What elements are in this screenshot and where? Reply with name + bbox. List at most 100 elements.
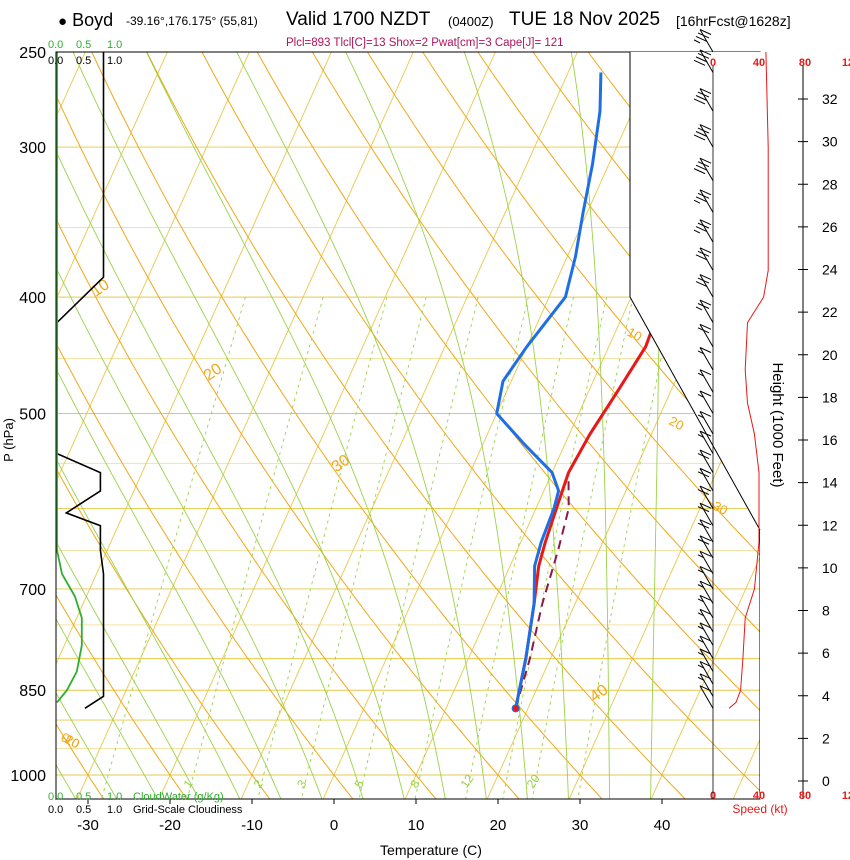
wind-barb	[693, 189, 714, 213]
wind-barb-flag	[699, 369, 712, 376]
isotherm-line	[158, 52, 496, 799]
temperature-tick-label: -10	[241, 817, 263, 834]
wind-barb-staff	[699, 566, 714, 590]
mixing-ratio-line	[257, 296, 388, 799]
cloudwater-tick-label-top: 0.0	[48, 39, 63, 51]
wind-barb-staff	[699, 535, 714, 559]
valid-time: Valid 1700 NZDT	[286, 9, 431, 30]
wind-barb-flag	[697, 277, 710, 284]
temperature-tick-label: 40	[654, 817, 671, 834]
wind-barb-staff	[699, 519, 714, 543]
wind-barb-flag	[699, 467, 712, 474]
station-title: ● Boyd	[58, 10, 113, 31]
wind-barb	[697, 635, 714, 659]
dry-adiabat-label: 40	[587, 681, 611, 705]
stability-indices: Plcl=893 Tlcl[C]=13 Shox=2 Pwat[cm]=3 Ca…	[286, 37, 564, 49]
dry-adiabat-line	[146, 52, 686, 799]
dry-adiabat-line	[56, 217, 437, 799]
wind-barb	[697, 594, 714, 619]
dry-adiabat-line	[56, 723, 105, 799]
temperature-tick-label: -30	[77, 817, 99, 834]
mixing-ratio-label: 12	[457, 771, 476, 790]
moist-adiabat-line	[236, 52, 487, 799]
wind-barb-flag	[699, 535, 712, 542]
dry-adiabat-line	[56, 342, 354, 799]
wind-barb-flag	[695, 196, 708, 203]
isotherm-label: 10	[625, 324, 645, 344]
wind-barb-flag	[697, 471, 710, 478]
height-tick-label: 6	[822, 645, 830, 661]
wind-barb-flag	[693, 59, 706, 66]
wind-barb-flag	[695, 95, 708, 101]
moist-adiabat-line	[145, 52, 446, 799]
height-tick-label: 30	[822, 134, 838, 150]
height-tick-label: 14	[822, 475, 838, 491]
isotherm-line	[56, 52, 332, 666]
wind-barb-flag	[697, 489, 710, 495]
pressure-tick-label: 850	[19, 683, 46, 700]
wind-barb-half	[697, 434, 705, 439]
cloudiness-tick-label-bottom: 1.0	[107, 804, 122, 816]
wind-barb	[697, 347, 714, 371]
height-tick-label: 0	[822, 773, 830, 789]
moist-adiabat-line	[570, 52, 610, 799]
speed-tick-label-top: 80	[799, 57, 811, 69]
wind-barb	[693, 219, 714, 243]
wind-barb	[695, 299, 714, 323]
dry-adiabat-line	[422, 52, 760, 481]
height-tick-label: 4	[822, 688, 830, 704]
wind-barb-staff	[699, 324, 714, 348]
forecast-info: [16hrFcst@1628z]	[676, 13, 791, 29]
wind-barb-staff	[699, 390, 714, 414]
wind-barb	[693, 49, 714, 73]
wind-barb-flag	[699, 323, 712, 330]
pressure-tick-label: 1000	[10, 768, 46, 785]
wind-barb-flag	[699, 247, 712, 254]
isotherm-line	[240, 52, 578, 799]
wind-barb	[697, 430, 714, 454]
wind-barb	[697, 566, 714, 590]
mixing-ratio-label: 3	[294, 777, 309, 791]
wind-barb	[697, 661, 714, 685]
cloudwater-tick-label-bottom: 1.0	[107, 791, 122, 803]
mixing-ratio-line	[414, 296, 529, 799]
wind-barb-staff	[699, 609, 714, 633]
wind-barb-flag	[699, 622, 712, 629]
speed-tick-label-bottom: 120	[842, 790, 850, 802]
utc-time: (0400Z)	[448, 14, 494, 29]
height-tick-label: 22	[822, 304, 838, 320]
wind-barb-flag	[699, 157, 712, 164]
temperature-tick-label: 0	[330, 817, 338, 834]
wind-barb-flag	[699, 88, 712, 95]
cloudwater-tick-label-top: 0.5	[76, 39, 91, 51]
height-tick-label: 26	[822, 219, 838, 235]
moist-adiabat-line	[56, 764, 77, 799]
cloudiness-tick-label-top: 0.0	[48, 55, 63, 67]
wind-barb	[695, 274, 714, 298]
dry-adiabat-line	[256, 52, 760, 712]
wind-barb-flag	[699, 189, 712, 196]
height-tick-label: 20	[822, 347, 838, 363]
mixing-ratio-line	[502, 297, 608, 799]
cloudwater-tick-label-bottom: 0.0	[48, 791, 63, 803]
wind-barb-flag	[693, 98, 706, 105]
mixing-ratio-line	[101, 296, 246, 799]
temperature-tick-label: -20	[159, 817, 181, 834]
wind-barb-flag	[695, 56, 708, 63]
wind-barb	[697, 535, 714, 559]
wind-barb-flag	[695, 254, 708, 261]
parcel-trace	[514, 472, 570, 709]
wind-barb-staff	[699, 673, 714, 697]
wind-barb	[697, 390, 714, 414]
height-tick-label: 2	[822, 730, 830, 746]
wind-barb-half	[697, 612, 705, 617]
temperature-tick-label: 10	[408, 817, 425, 834]
height-tick-label: 16	[822, 432, 838, 448]
mixing-ratio-line	[358, 296, 479, 799]
wind-barb	[697, 369, 714, 393]
height-axis-label: Height (1000 Feet)	[769, 362, 786, 487]
valid-date: TUE 18 Nov 2025	[509, 9, 661, 30]
dry-adiabat-line	[0, 0, 21, 800]
wind-barb-staff	[699, 485, 714, 509]
